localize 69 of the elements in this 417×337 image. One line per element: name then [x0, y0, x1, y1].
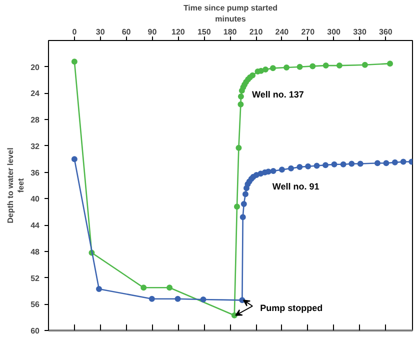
point — [383, 160, 390, 166]
y-tick-label: 44 — [30, 221, 40, 230]
y-tick-label: 40 — [30, 194, 40, 204]
x-tick-label: 120 — [172, 28, 186, 36]
y-tick-label: 28 — [30, 116, 40, 125]
point — [242, 191, 248, 198]
point — [200, 296, 206, 303]
point — [270, 168, 276, 174]
x-tick-label: 300 — [327, 28, 342, 36]
annotation: Pump stopped — [260, 303, 323, 314]
point — [305, 163, 312, 170]
point — [400, 158, 406, 165]
point — [278, 166, 285, 173]
point — [250, 72, 256, 78]
point — [331, 161, 338, 168]
point — [322, 162, 329, 168]
point — [296, 64, 303, 70]
point — [236, 144, 242, 151]
point — [270, 65, 276, 72]
point — [310, 63, 316, 70]
x-tick-label: 270 — [301, 28, 316, 36]
point — [362, 62, 368, 68]
point — [140, 284, 147, 291]
point — [340, 161, 346, 168]
y-tick-label: 36 — [30, 168, 40, 178]
x-tick-label: 240 — [275, 28, 290, 36]
point — [262, 66, 269, 72]
point — [288, 165, 294, 172]
y-axis-title: Depth to water level feet — [6, 148, 26, 224]
point — [238, 101, 244, 108]
point — [71, 58, 78, 65]
y-tick-label: 20 — [30, 62, 40, 72]
series-label: Well no. 137 — [252, 89, 304, 100]
x-axis-title: Time since pump started minutes — [183, 4, 278, 24]
point — [166, 284, 173, 291]
x-tick-label: 330 — [353, 28, 367, 36]
x-tick-label: 0 — [72, 28, 78, 36]
y-tick-label: 48 — [30, 247, 40, 256]
point — [240, 214, 246, 220]
x-tick-label: 30 — [96, 28, 106, 36]
y-tick-label: 56 — [30, 300, 40, 310]
x-tick-label: 90 — [148, 28, 158, 36]
point — [374, 160, 380, 166]
x-tick-label: 150 — [197, 28, 212, 36]
y-tick-label: 60 — [30, 326, 40, 336]
y-tick-label: 32 — [30, 142, 40, 151]
y-tick-label: 24 — [30, 89, 40, 98]
point — [357, 160, 364, 167]
point — [387, 60, 394, 67]
y-tick-label: 52 — [30, 274, 40, 283]
point — [148, 296, 155, 302]
point — [314, 162, 320, 169]
x-tick-label: 360 — [379, 28, 393, 36]
series-label: Well no. 91 — [272, 182, 320, 192]
point — [348, 160, 355, 167]
x-tick-label: 210 — [249, 28, 264, 36]
point — [96, 286, 102, 292]
point — [71, 156, 78, 162]
point — [296, 164, 303, 170]
point — [284, 64, 290, 71]
x-tick-label: 180 — [223, 28, 238, 36]
point — [240, 200, 247, 207]
point — [174, 296, 181, 302]
point — [238, 94, 244, 100]
point — [392, 159, 398, 166]
point — [322, 62, 329, 69]
x-tick-label: 60 — [122, 28, 132, 36]
point — [336, 62, 342, 69]
point — [234, 204, 240, 210]
